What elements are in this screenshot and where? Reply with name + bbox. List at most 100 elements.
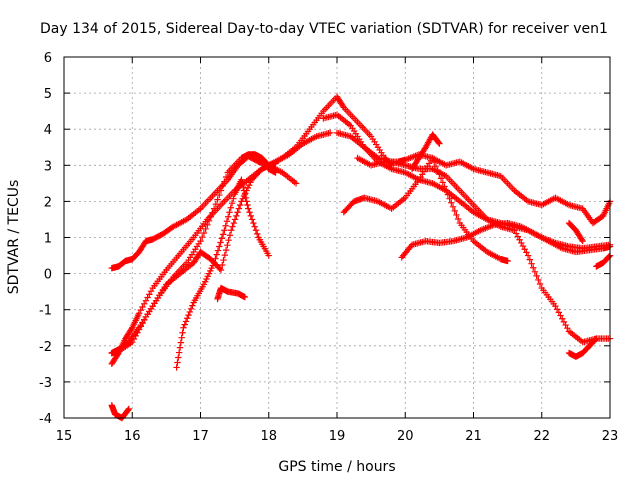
data-point xyxy=(179,329,186,336)
y-tick-label: 0 xyxy=(44,268,52,283)
data-point xyxy=(216,243,223,250)
data-point xyxy=(533,272,540,280)
series-track-17 xyxy=(565,219,586,245)
data-point xyxy=(436,140,443,147)
data-point xyxy=(223,218,231,225)
data-point xyxy=(209,209,216,216)
data-point xyxy=(125,405,133,413)
series-track-06 xyxy=(214,284,249,303)
data-point xyxy=(531,268,539,275)
data-point xyxy=(246,209,253,216)
data-point xyxy=(210,205,218,212)
data-point xyxy=(250,219,257,227)
data-point xyxy=(217,266,225,274)
data-point xyxy=(199,233,206,241)
data-point xyxy=(241,190,249,198)
data-marks xyxy=(108,93,614,422)
data-point xyxy=(205,217,213,225)
y-axis-title: SDTVAR / TECUs xyxy=(6,180,22,295)
data-point xyxy=(453,211,460,219)
data-point xyxy=(230,219,237,227)
data-point xyxy=(220,256,227,264)
data-point xyxy=(437,175,445,182)
data-point xyxy=(231,216,239,223)
data-point xyxy=(212,200,220,208)
x-tick-label: 22 xyxy=(533,429,550,444)
data-point xyxy=(227,204,234,211)
data-point xyxy=(181,321,188,328)
data-point xyxy=(449,203,457,211)
axis-ticks xyxy=(63,56,611,419)
data-point xyxy=(240,187,248,194)
data-point xyxy=(251,223,258,230)
data-point xyxy=(217,187,225,194)
grid xyxy=(64,57,610,418)
data-point xyxy=(254,230,261,238)
data-point xyxy=(219,261,226,269)
data-point xyxy=(579,237,586,245)
data-point xyxy=(200,229,208,237)
data-point xyxy=(221,178,228,185)
data-point xyxy=(236,201,244,209)
chart-title: Day 134 of 2015, Sidereal Day-to-day VTE… xyxy=(40,21,608,37)
data-point xyxy=(245,205,252,212)
data-point xyxy=(444,191,452,198)
y-tick-label: 6 xyxy=(44,51,52,66)
data-point xyxy=(244,201,251,209)
x-tick-label: 17 xyxy=(192,429,209,444)
data-point xyxy=(174,359,181,366)
data-point xyxy=(124,406,132,414)
data-point xyxy=(248,216,256,223)
data-point xyxy=(451,207,458,215)
data-point xyxy=(530,264,537,271)
series-track-15 xyxy=(565,335,600,360)
data-point xyxy=(441,183,448,190)
data-point xyxy=(175,354,182,361)
data-point xyxy=(524,252,532,259)
data-point xyxy=(228,227,235,234)
series-track-05 xyxy=(173,176,272,371)
data-point xyxy=(528,260,535,267)
y-tick-label: 1 xyxy=(44,232,52,247)
data-point xyxy=(189,302,196,309)
data-point xyxy=(326,129,334,137)
data-point xyxy=(226,209,233,216)
x-tick-label: 18 xyxy=(260,429,277,444)
data-point xyxy=(184,315,191,322)
data-point xyxy=(241,293,249,301)
data-point xyxy=(197,237,204,245)
data-point xyxy=(247,212,255,220)
data-point xyxy=(605,253,613,260)
data-point xyxy=(222,173,230,181)
data-point xyxy=(218,235,226,242)
data-point xyxy=(214,196,221,203)
data-point xyxy=(180,324,187,331)
data-point xyxy=(536,280,544,288)
data-point xyxy=(439,179,446,186)
x-tick-label: 20 xyxy=(397,429,414,444)
series-track-08 xyxy=(265,93,395,169)
data-point xyxy=(443,187,450,194)
data-point xyxy=(446,195,453,202)
data-point xyxy=(186,308,194,316)
data-point xyxy=(204,221,211,229)
series-track-12 xyxy=(354,151,614,227)
data-point xyxy=(593,335,600,342)
x-tick-label: 23 xyxy=(602,429,619,444)
data-point xyxy=(216,191,223,199)
data-point xyxy=(210,259,218,266)
data-point xyxy=(177,339,185,346)
data-point xyxy=(504,257,511,265)
series-track-14 xyxy=(408,131,443,173)
data-point xyxy=(214,247,222,254)
data-point xyxy=(233,212,240,220)
data-point xyxy=(239,180,246,187)
x-tick-label: 19 xyxy=(329,429,346,444)
y-tick-label: -2 xyxy=(39,340,52,355)
x-tick-label: 16 xyxy=(124,429,141,444)
data-point xyxy=(219,182,226,190)
data-point xyxy=(202,225,209,233)
data-point xyxy=(436,171,443,178)
data-point xyxy=(252,227,260,234)
data-point xyxy=(176,344,184,351)
